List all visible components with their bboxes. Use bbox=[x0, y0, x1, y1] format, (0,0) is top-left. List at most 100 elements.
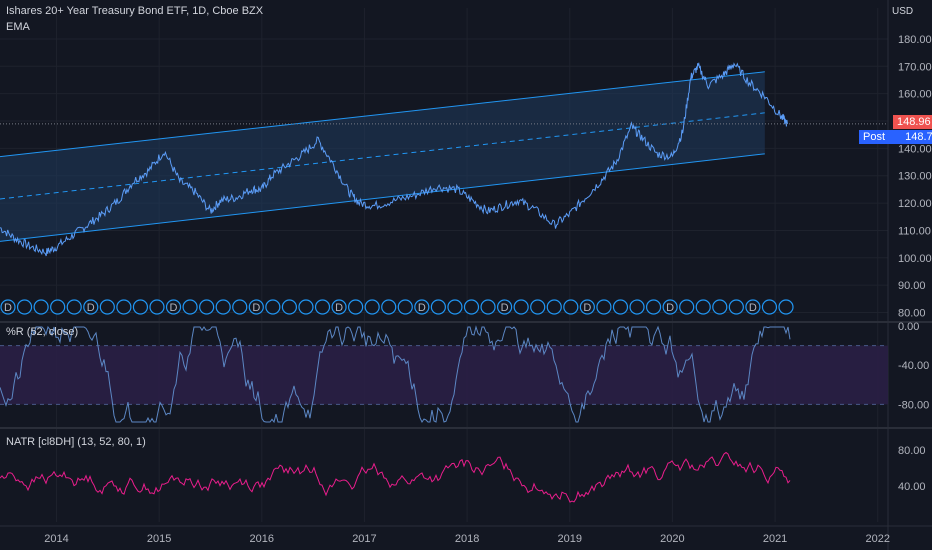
dividend-marker bbox=[712, 299, 728, 315]
price-tick-label: 170.00 bbox=[898, 61, 932, 73]
wr-tick-label: -80.00 bbox=[898, 399, 929, 411]
dividend-marker bbox=[33, 299, 49, 315]
dividend-marker bbox=[265, 299, 281, 315]
price-tick-label: 110.00 bbox=[898, 225, 931, 237]
dividend-marker bbox=[579, 299, 595, 315]
x-tick-label-2016: 2016 bbox=[250, 533, 274, 545]
dividend-marker bbox=[215, 299, 231, 315]
price-tick-label: 120.00 bbox=[898, 198, 932, 210]
dividend-marker bbox=[662, 299, 678, 315]
price-tick-label: 130.00 bbox=[898, 171, 932, 183]
dividend-marker bbox=[83, 299, 99, 315]
price-tick-label: 80.00 bbox=[898, 308, 926, 320]
last-price-tag: 148.96 bbox=[893, 115, 932, 129]
dividend-marker bbox=[612, 299, 629, 315]
dividend-marker bbox=[745, 299, 761, 315]
wr-series-line bbox=[0, 325, 791, 424]
wr-band-fill bbox=[0, 345, 888, 405]
dividend-marker bbox=[232, 299, 248, 315]
price-tick-label: 100.00 bbox=[898, 253, 932, 265]
x-tick-label-2019: 2019 bbox=[558, 533, 582, 545]
price-tick-label: 140.00 bbox=[898, 143, 932, 155]
dividend-marker-label: D bbox=[666, 302, 674, 314]
dividend-marker bbox=[281, 299, 298, 315]
currency-label[interactable]: USD bbox=[892, 6, 914, 17]
natr-tick-label: 40.00 bbox=[898, 481, 926, 493]
regression-channel-fill bbox=[0, 71, 765, 242]
dividend-marker bbox=[397, 299, 413, 315]
dividend-marker-label: D bbox=[501, 302, 509, 314]
dividend-marker bbox=[563, 299, 579, 315]
natr-pane-title[interactable]: NATR [cl8DH] (13, 52, 80, 1) bbox=[6, 436, 146, 448]
dividend-marker bbox=[199, 299, 215, 315]
price-tick-label: 90.00 bbox=[898, 280, 926, 292]
dividend-marker bbox=[116, 299, 132, 315]
dividend-marker bbox=[778, 299, 794, 315]
dividend-marker bbox=[414, 299, 430, 315]
dividend-marker-label: D bbox=[170, 302, 178, 314]
x-tick-label-2018: 2018 bbox=[455, 533, 479, 545]
dividend-marker bbox=[16, 299, 33, 315]
post-market-tag: Post 148.73 bbox=[859, 130, 932, 144]
dividend-marker bbox=[248, 299, 264, 315]
dividend-marker bbox=[679, 299, 695, 315]
dividend-marker bbox=[463, 299, 480, 315]
post-value: 148.73 bbox=[905, 131, 932, 143]
dividend-marker bbox=[331, 299, 347, 315]
dividend-marker bbox=[629, 299, 645, 315]
chart-title: Ishares 20+ Year Treasury Bond ETF, 1D, … bbox=[6, 5, 264, 17]
dividend-marker bbox=[0, 299, 16, 315]
channel-middle-line bbox=[0, 112, 765, 200]
dividend-marker bbox=[530, 299, 546, 315]
wr-tick-label: -40.00 bbox=[898, 360, 929, 372]
price-tick-label: 160.00 bbox=[898, 89, 932, 101]
dividend-marker bbox=[50, 299, 66, 315]
dividend-marker bbox=[513, 299, 529, 315]
dividend-marker bbox=[546, 299, 562, 315]
dividend-marker bbox=[99, 299, 115, 315]
dividend-marker bbox=[348, 299, 364, 315]
natr-series-line bbox=[0, 451, 791, 503]
dividend-marker-label: D bbox=[583, 302, 591, 314]
dividend-marker bbox=[761, 299, 778, 315]
dividend-marker-label: D bbox=[87, 302, 95, 314]
natr-tick-label: 80.00 bbox=[898, 445, 926, 457]
dividend-marker-label: D bbox=[4, 302, 12, 314]
dividend-marker-label: D bbox=[252, 302, 260, 314]
dividend-marker bbox=[364, 299, 380, 315]
dividend-marker bbox=[66, 299, 82, 315]
x-tick-label-2014: 2014 bbox=[44, 533, 68, 545]
dividend-marker bbox=[447, 299, 463, 315]
dividend-marker bbox=[165, 299, 182, 315]
price-series-line bbox=[0, 61, 788, 257]
dividend-marker bbox=[430, 299, 446, 315]
dividend-marker bbox=[645, 299, 662, 315]
dividend-marker-label: D bbox=[418, 302, 426, 314]
x-tick-label-2017: 2017 bbox=[352, 533, 376, 545]
channel-lower-line bbox=[0, 153, 765, 242]
channel-upper-line bbox=[0, 71, 765, 158]
dividend-marker bbox=[480, 299, 496, 315]
ema-indicator-label[interactable]: EMA bbox=[6, 21, 30, 33]
dividend-marker-label: D bbox=[749, 302, 757, 314]
dividend-marker bbox=[695, 299, 711, 315]
x-tick-label-2015: 2015 bbox=[147, 533, 171, 545]
dividend-marker bbox=[149, 299, 165, 315]
price-tick-label: 180.00 bbox=[898, 34, 932, 46]
wr-tick-label: 0.00 bbox=[898, 321, 919, 333]
post-label: Post bbox=[863, 131, 886, 143]
dividend-marker bbox=[314, 299, 331, 315]
dividend-marker bbox=[132, 299, 149, 315]
x-tick-label-2020: 2020 bbox=[660, 533, 684, 545]
dividend-marker bbox=[596, 299, 612, 315]
x-tick-label-2022: 2022 bbox=[865, 533, 889, 545]
dividend-marker bbox=[182, 299, 198, 315]
x-tick-label-2021: 2021 bbox=[763, 533, 787, 545]
dividend-marker bbox=[496, 299, 513, 315]
wr-pane-title[interactable]: %R (52, close) bbox=[6, 326, 79, 338]
dividend-marker bbox=[728, 299, 744, 315]
dividend-marker bbox=[381, 299, 397, 315]
dividend-marker bbox=[298, 299, 314, 315]
dividend-marker-label: D bbox=[335, 302, 343, 314]
